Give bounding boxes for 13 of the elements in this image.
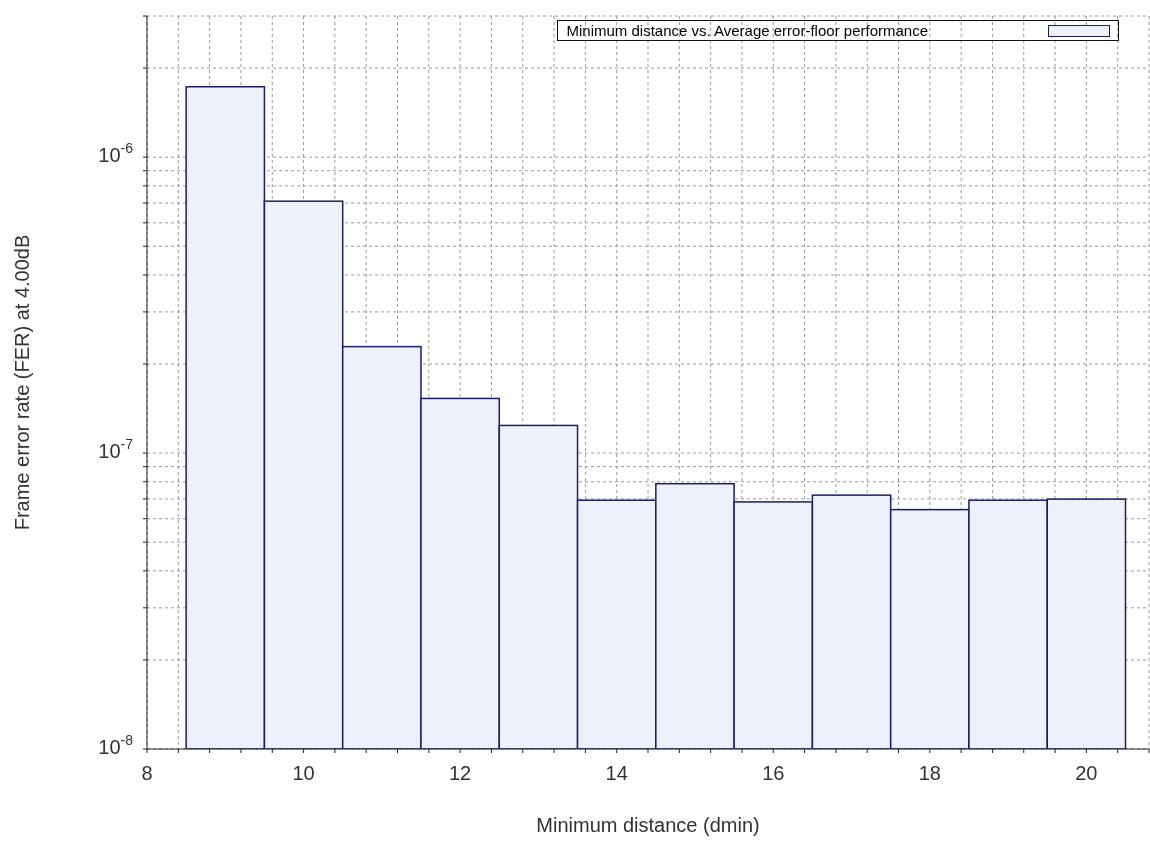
y-axis-title: Frame error rate (FER) at 4.00dB: [11, 234, 34, 531]
x-tick-label: 12: [449, 762, 472, 785]
x-tick-label: 10: [292, 762, 315, 785]
x-tick-label: 16: [762, 762, 785, 785]
x-axis-title: Minimum distance (dmin): [536, 814, 760, 836]
text: Minimum distance vs. Average error-floor performance: [566, 22, 928, 39]
y-tick-label: 10$^{-7}$: [98, 435, 134, 463]
x-tick-label: 18: [918, 762, 941, 785]
y-tick-label: 10$^{-6}$: [98, 139, 134, 167]
x-tick-label: 20: [1075, 762, 1098, 785]
x-tick-label: 14: [605, 762, 628, 785]
y-tick-label: 10$^{-8}$: [98, 731, 134, 759]
x-tick-label: 8: [141, 762, 153, 785]
